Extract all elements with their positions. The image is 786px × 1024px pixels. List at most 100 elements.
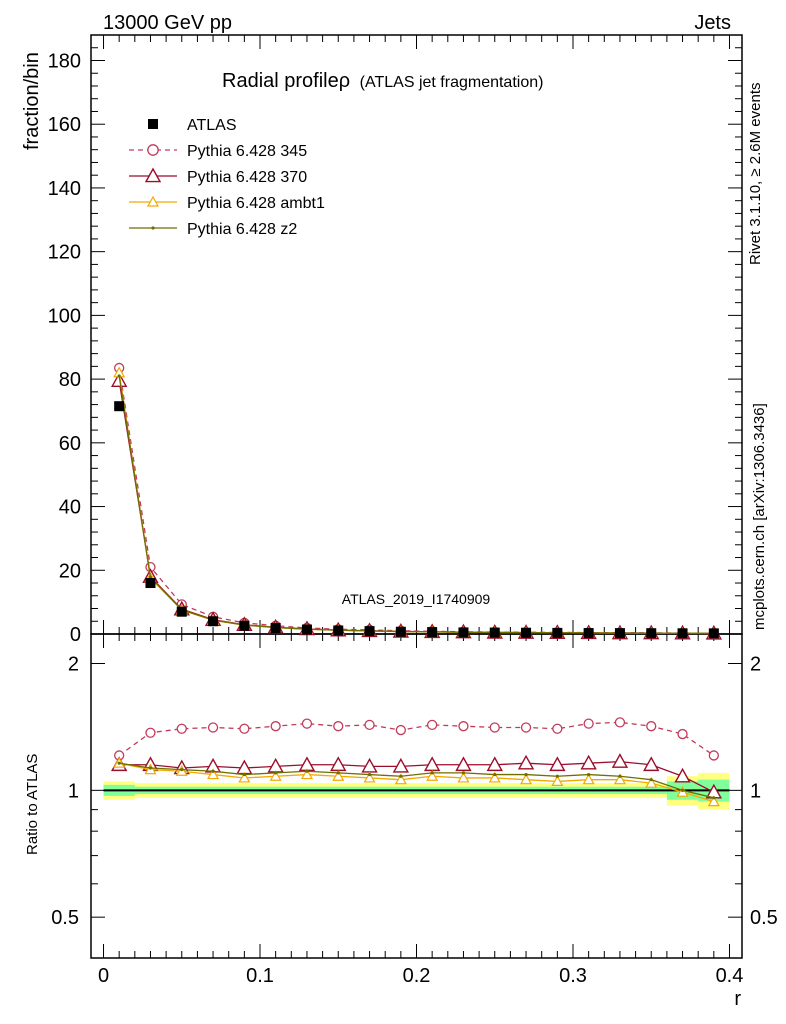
- ratio-point-0: [426, 719, 438, 731]
- ratio-point-3: [649, 778, 653, 782]
- analysis-watermark: ATLAS_2019_I1740909: [342, 591, 491, 607]
- y-tick-label: 0: [70, 624, 81, 646]
- main-panel-axes: 0 20 40 60 80 100 120 140 160 180: [48, 34, 743, 958]
- ratio-point-3: [680, 788, 685, 792]
- y-tick-label: 160: [48, 114, 81, 136]
- legend-label-1: Pythia 6.428 370: [187, 169, 307, 186]
- ratio-point-0: [614, 717, 626, 728]
- ratio-point-3: [618, 774, 622, 778]
- x-tick-label: 0.2: [403, 965, 431, 987]
- x-tick-label: 0: [98, 965, 109, 987]
- ratio-point-2: [332, 770, 345, 781]
- legend-label-0: Pythia 6.428 345: [187, 143, 307, 160]
- ratio-point-3: [367, 772, 372, 777]
- ratio-line-1: [119, 760, 715, 793]
- ratio-point-2: [300, 768, 313, 780]
- data-point: [145, 578, 156, 589]
- data-point: [364, 626, 375, 637]
- ratio-point-2: [707, 795, 720, 807]
- x-tick-label: 0.1: [246, 965, 274, 987]
- ratio-point-0: [301, 718, 313, 729]
- ratio-point-3: [211, 769, 215, 773]
- ratio-point-0: [207, 722, 219, 733]
- ratio-point-2: [457, 771, 470, 783]
- data-point: [708, 628, 719, 639]
- ratio-point-0: [145, 727, 156, 738]
- chart-title: Radial profileρ (ATLAS jet fragmentation…: [222, 70, 543, 92]
- ratio-point-0: [646, 721, 657, 732]
- ratio-point-2: [488, 771, 501, 783]
- ratio-point-2: [238, 771, 251, 783]
- ratio-point-0: [458, 721, 469, 732]
- ratio-point-2: [582, 773, 595, 785]
- legend-marker-data: [148, 119, 158, 129]
- ratio-point-1: [330, 756, 347, 772]
- chart-subtitle: (ATLAS jet fragmentation): [360, 74, 544, 91]
- ratio-point-1: [643, 756, 660, 772]
- y-tick-label: 140: [48, 178, 81, 200]
- ratio-point-0: [395, 724, 407, 736]
- legend-label-3: Pythia 6.428 z2: [187, 221, 297, 238]
- ratio-point-2: [551, 775, 564, 787]
- ratio-line-3: [119, 762, 714, 799]
- ratio-point-0: [333, 721, 344, 732]
- ratio-point-3: [274, 771, 278, 775]
- data-point: [395, 626, 406, 637]
- ratio-y-tick-label-right: 2: [750, 654, 761, 676]
- ratio-point-0: [239, 723, 250, 734]
- ratio-point-0: [520, 722, 532, 733]
- series-point-3: [117, 374, 121, 378]
- data-point: [646, 628, 657, 639]
- ratio-point-1: [611, 753, 629, 768]
- ratio-point-3: [493, 772, 497, 777]
- ratio-point-2: [394, 773, 407, 785]
- legend: ATLAS Pythia 6.428 345 Pythia 6.428 370 Pyt…: [129, 117, 325, 238]
- rivet-label: Rivet 3.1.10, ≥ 2.6M events: [747, 83, 764, 266]
- ratio-panel-series: [110, 717, 723, 807]
- y-tick-label: 60: [59, 433, 81, 455]
- ratio-point-3: [148, 766, 153, 770]
- legend-label-data: ATLAS: [187, 117, 237, 134]
- y-tick-label: 180: [48, 50, 81, 72]
- ratio-point-2: [207, 768, 220, 780]
- legend-marker-2: [146, 195, 160, 207]
- ratio-point-2: [269, 770, 282, 781]
- ratio-y-tick-label: 1: [68, 780, 79, 802]
- ratio-point-0: [552, 723, 563, 734]
- data-point: [677, 628, 688, 639]
- x-tick-label: 0.4: [716, 965, 744, 987]
- ratio-line-0: [118, 721, 715, 756]
- data-point: [427, 627, 438, 638]
- ratio-point-2: [520, 773, 533, 785]
- y-tick-label: 80: [59, 369, 81, 391]
- ratio-point-3: [712, 796, 716, 800]
- y-tick-label: 100: [48, 305, 81, 327]
- chart-title-main: Radial profileρ: [222, 70, 350, 92]
- category-label: Jets: [694, 12, 731, 34]
- ratio-y-tick-label-right: 0.5: [750, 907, 778, 929]
- ratio-point-2: [645, 776, 658, 788]
- ratio-point-2: [363, 771, 376, 783]
- ratio-panel-axes: 0 0.1 0.2 0.3 0.4 0.5 0.5 1 1 2 2: [51, 35, 778, 987]
- ratio-y-tick-label: 2: [68, 654, 79, 676]
- ratio-point-3: [336, 771, 340, 775]
- y-tick-label: 120: [48, 242, 81, 264]
- ratio-point-1: [392, 757, 410, 773]
- ratio-point-3: [555, 774, 559, 778]
- ratio-point-1: [486, 756, 503, 772]
- ratio-point-0: [489, 722, 500, 733]
- data-point: [521, 627, 532, 638]
- ratio-point-0: [364, 719, 375, 731]
- mcplots-label: mcplots.cern.ch [arXiv:1306.3436]: [751, 403, 768, 630]
- ratio-point-1: [580, 754, 597, 770]
- ratio-point-3: [587, 772, 591, 777]
- ratio-point-1: [674, 767, 691, 783]
- ratio-point-3: [461, 771, 466, 775]
- legend-marker-3: [151, 226, 155, 230]
- ratio-point-3: [399, 774, 403, 778]
- y-tick-label: 20: [59, 560, 81, 582]
- y-tick-label: 40: [59, 497, 81, 519]
- x-axis-label: r: [734, 988, 741, 1010]
- data-point: [239, 620, 250, 631]
